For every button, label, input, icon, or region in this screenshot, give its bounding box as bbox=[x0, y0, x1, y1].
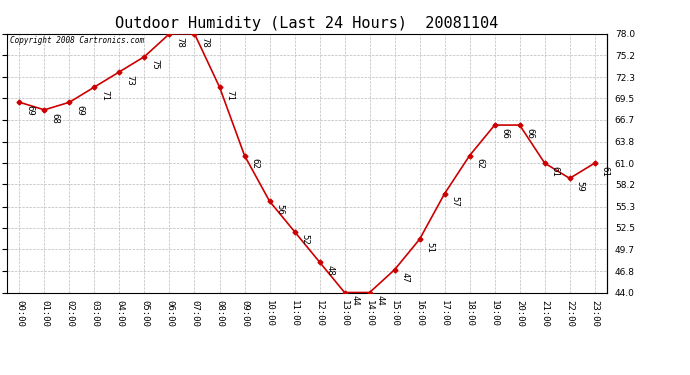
Text: 78: 78 bbox=[175, 36, 184, 47]
Text: 48: 48 bbox=[325, 265, 334, 276]
Text: 71: 71 bbox=[225, 90, 234, 101]
Text: 71: 71 bbox=[100, 90, 109, 101]
Text: 68: 68 bbox=[50, 112, 59, 123]
Text: 66: 66 bbox=[525, 128, 534, 139]
Text: 62: 62 bbox=[250, 158, 259, 169]
Text: 78: 78 bbox=[200, 36, 209, 47]
Text: 69: 69 bbox=[75, 105, 84, 116]
Text: 57: 57 bbox=[450, 196, 459, 207]
Title: Outdoor Humidity (Last 24 Hours)  20081104: Outdoor Humidity (Last 24 Hours) 2008110… bbox=[115, 16, 499, 31]
Text: 59: 59 bbox=[575, 181, 584, 192]
Text: 62: 62 bbox=[475, 158, 484, 169]
Text: 75: 75 bbox=[150, 59, 159, 70]
Text: 66: 66 bbox=[500, 128, 509, 139]
Text: 47: 47 bbox=[400, 273, 409, 283]
Text: 51: 51 bbox=[425, 242, 434, 253]
Text: 69: 69 bbox=[25, 105, 34, 116]
Text: 52: 52 bbox=[300, 234, 309, 245]
Text: 73: 73 bbox=[125, 75, 134, 86]
Text: Copyright 2008 Cartronics.com: Copyright 2008 Cartronics.com bbox=[10, 36, 144, 45]
Text: 61: 61 bbox=[600, 166, 609, 177]
Text: 56: 56 bbox=[275, 204, 284, 215]
Text: 44: 44 bbox=[350, 295, 359, 306]
Text: 44: 44 bbox=[375, 295, 384, 306]
Text: 61: 61 bbox=[550, 166, 559, 177]
